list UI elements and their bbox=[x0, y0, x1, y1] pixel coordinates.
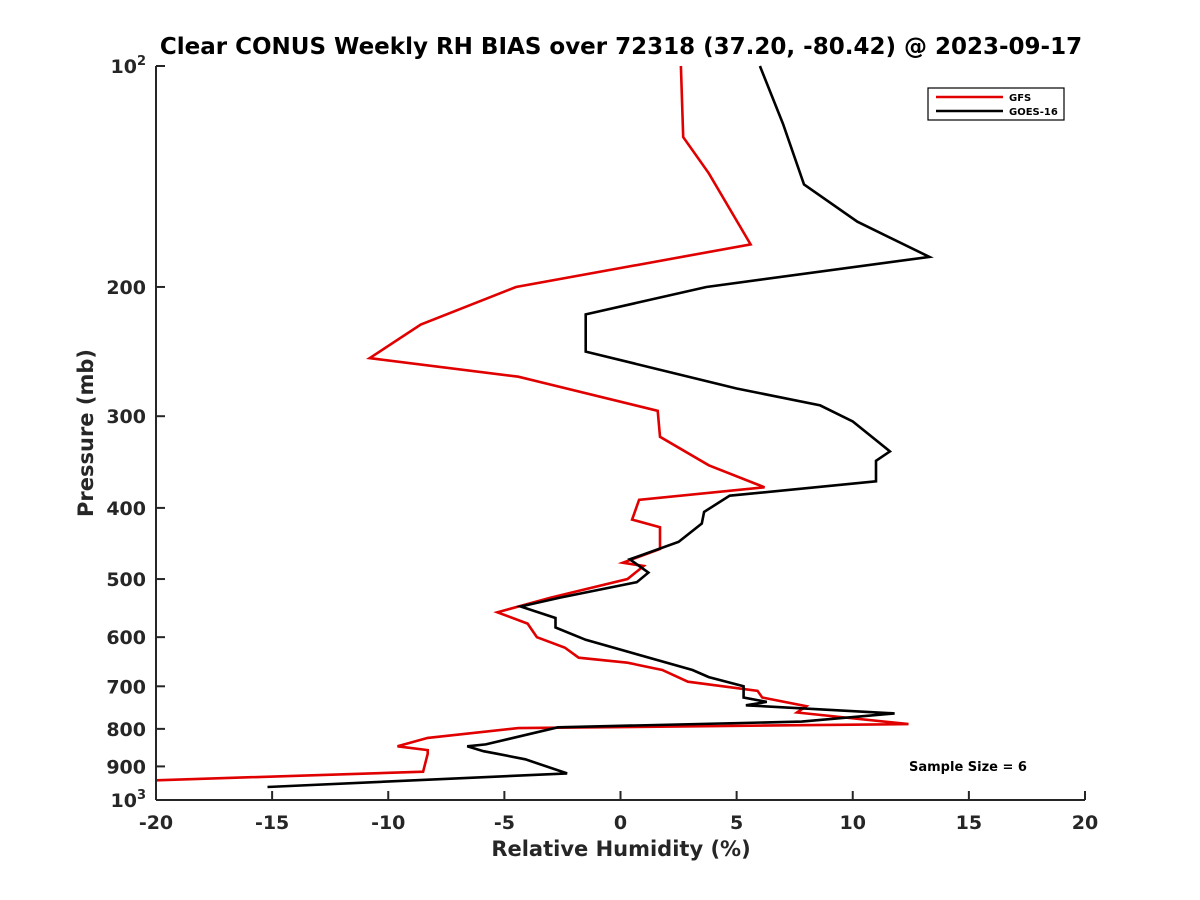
x-tick-label: 0 bbox=[614, 812, 627, 834]
legend-box bbox=[927, 87, 1065, 121]
y-tick-label: 300 bbox=[106, 406, 146, 428]
y-tick-label: 600 bbox=[106, 627, 146, 649]
y-tick-label: 700 bbox=[106, 676, 146, 698]
x-tick-label: -20 bbox=[139, 812, 173, 834]
chart-title: Clear CONUS Weekly RH BIAS over 72318 (3… bbox=[160, 34, 1082, 60]
x-tick-label: 10 bbox=[840, 812, 866, 834]
y-tick-label: 200 bbox=[106, 277, 146, 299]
x-tick-label: 15 bbox=[956, 812, 982, 834]
legend-label-goes16: GOES-16 bbox=[1009, 107, 1058, 118]
legend-label-gfs: GFS bbox=[1009, 93, 1031, 104]
y-tick-label-power: 103 bbox=[111, 788, 147, 812]
x-tick-label: 20 bbox=[1072, 812, 1098, 834]
y-tick-label: 400 bbox=[106, 498, 146, 520]
series-layer bbox=[155, 65, 934, 789]
series-line-goes-16 bbox=[267, 65, 934, 789]
plot-area bbox=[156, 66, 1085, 800]
x-axis-label: Relative Humidity (%) bbox=[491, 837, 750, 861]
x-tick-label: -15 bbox=[255, 812, 289, 834]
y-tick-label: 800 bbox=[106, 719, 146, 741]
x-tick-label: 5 bbox=[730, 812, 743, 834]
y-tick-label: 500 bbox=[106, 569, 146, 591]
x-ticks: -20 -15 -10 -5 0 5 10 15 20 bbox=[139, 791, 1098, 834]
y-tick-label: 900 bbox=[106, 756, 146, 778]
y-tick-label-power: 102 bbox=[111, 54, 147, 78]
legend: GFS GOES-16 bbox=[927, 87, 1065, 121]
y-axis-label: Pressure (mb) bbox=[74, 349, 98, 517]
x-tick-label: -5 bbox=[494, 812, 515, 834]
y-ticks: 200 300 400 500 600 700 800 900 102 103 bbox=[106, 54, 165, 812]
sample-size-annotation: Sample Size = 6 bbox=[909, 760, 1027, 775]
x-tick-label: -10 bbox=[371, 812, 405, 834]
